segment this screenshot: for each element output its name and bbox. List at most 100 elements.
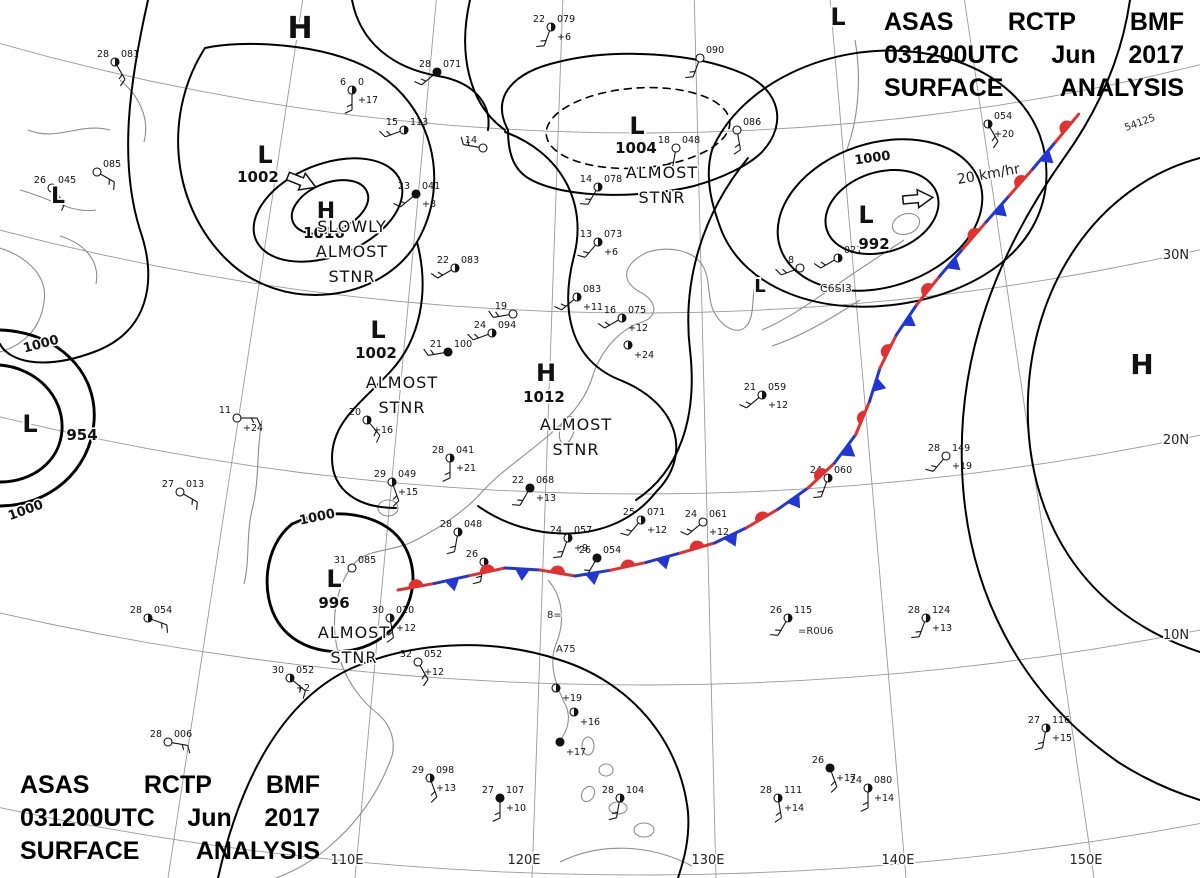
station-plot: 22 083 xyxy=(430,255,479,279)
station-plot: 21 059 +12 xyxy=(739,382,788,411)
station-plot: 8 xyxy=(775,255,805,276)
station-temperature: 28 xyxy=(97,49,109,60)
wind-barb-feather xyxy=(299,687,302,693)
station-temperature: 30 xyxy=(272,665,284,676)
meridian-line xyxy=(531,0,564,878)
cloud-cover-half xyxy=(430,774,434,782)
wind-barb-feather xyxy=(58,198,62,205)
coastline-island xyxy=(580,785,596,803)
station-temperature: 24 xyxy=(550,525,562,536)
misc-annotation: 8= xyxy=(547,610,562,621)
station-circle xyxy=(671,143,681,153)
coastline-island xyxy=(598,763,614,777)
isobar-1000 xyxy=(0,328,96,508)
pressure-center: L xyxy=(752,274,767,299)
wind-barb-feather xyxy=(442,477,451,482)
station-plot: 30 052 +2 xyxy=(272,665,314,699)
station-pressure: 060 xyxy=(834,465,852,476)
station-pressure: 083 xyxy=(461,255,479,266)
isobar-line xyxy=(252,157,404,263)
wind-barb-feather xyxy=(346,103,353,108)
station-temperature: 26 xyxy=(466,549,478,560)
wind-barb-shaft xyxy=(671,151,676,168)
station-pressure: 006 xyxy=(174,729,192,740)
station-tendency: +14 xyxy=(874,793,894,804)
station-pressure: 049 xyxy=(398,469,416,480)
center-pressure-value: 996 xyxy=(318,594,349,612)
station-tendency: +24 xyxy=(243,423,263,434)
wind-barb-shaft xyxy=(453,535,458,552)
station-circle xyxy=(347,563,357,573)
station-plot: 16 075 +12 xyxy=(597,305,648,334)
wind-barb-shaft xyxy=(560,541,568,557)
wind-barb-feather xyxy=(472,581,481,585)
station-pressure: 085 xyxy=(358,555,376,566)
center-pressure-value: 1004 xyxy=(615,139,657,157)
coastline-sakhalin xyxy=(845,39,859,153)
cloud-cover-half xyxy=(390,614,394,622)
isobar-line xyxy=(464,0,506,131)
station-plot: 27 116 +15 xyxy=(1028,715,1072,751)
station-temperature: 22 xyxy=(533,14,545,25)
isobar-line xyxy=(1026,157,1200,653)
pressure-center-layer: HL1002H1016SLOWLYALMOSTSTNRLL1004ALMOSTS… xyxy=(20,1,1155,669)
station-pressure: 115 xyxy=(794,605,812,616)
center-motion-note: ALMOST xyxy=(318,623,390,642)
wind-barb-feather xyxy=(466,139,470,146)
wind-barb-feather xyxy=(536,45,545,48)
station-circle xyxy=(163,737,173,747)
cloud-cover-half xyxy=(556,684,560,692)
wind-barb-feather xyxy=(488,310,494,318)
station-plot: 20 +16 xyxy=(349,407,393,443)
station-tendency: +8 xyxy=(422,199,436,210)
warm-front-semicircle xyxy=(550,565,566,575)
wind-barb-feather xyxy=(475,575,482,579)
station-plot: 19 xyxy=(488,301,518,319)
movement-arrow-icon xyxy=(901,188,935,210)
wind-barb-feather xyxy=(379,130,386,138)
wind-barb-feather xyxy=(860,807,869,812)
isobar-line xyxy=(960,0,1200,801)
center-pressure-value: 992 xyxy=(858,235,889,253)
wind-barb-shaft xyxy=(604,319,619,329)
wind-barb-feather xyxy=(560,303,567,307)
station-circle xyxy=(525,483,535,493)
front-layer xyxy=(396,112,1081,592)
isobar-line xyxy=(0,0,150,364)
station-tendency: +14 xyxy=(784,803,804,814)
wind-barb-feather xyxy=(1034,747,1043,751)
isobar-line xyxy=(824,168,940,256)
station-pressure: 113 xyxy=(410,117,428,128)
station-circle xyxy=(232,413,242,423)
isobar-line xyxy=(776,138,984,292)
station-pressure: 104 xyxy=(626,785,644,796)
wind-barb-feather xyxy=(626,529,632,532)
wind-barb-feather xyxy=(250,417,255,424)
wind-barb-shaft xyxy=(392,485,400,501)
wind-barb-shaft xyxy=(151,618,167,626)
station-plot: 28 149 +19 xyxy=(925,443,972,472)
station-plot: 30 010 +12 xyxy=(372,605,416,643)
station-tendency: +12 xyxy=(628,323,648,334)
wind-barb-shaft xyxy=(390,621,395,638)
station-pressure: 0 xyxy=(358,77,364,88)
warm-front-semicircle xyxy=(620,559,636,568)
station-temperature: 28 xyxy=(130,605,142,616)
wind-barb-feather xyxy=(118,74,123,80)
front-segment-warm xyxy=(961,220,988,251)
warm-front-semicircle xyxy=(755,511,769,523)
wind-barb-feather xyxy=(392,495,398,500)
center-pressure-value: 1016 xyxy=(303,224,345,242)
front-segment-warm xyxy=(915,274,942,307)
meridian-line xyxy=(354,0,437,878)
station-circle xyxy=(941,451,951,461)
high-center-letter: H xyxy=(287,11,312,46)
latitude-label: 10N xyxy=(1163,628,1189,643)
station-plot: 32 052 +12 xyxy=(400,649,444,687)
station-temperature: 29 xyxy=(412,765,424,776)
